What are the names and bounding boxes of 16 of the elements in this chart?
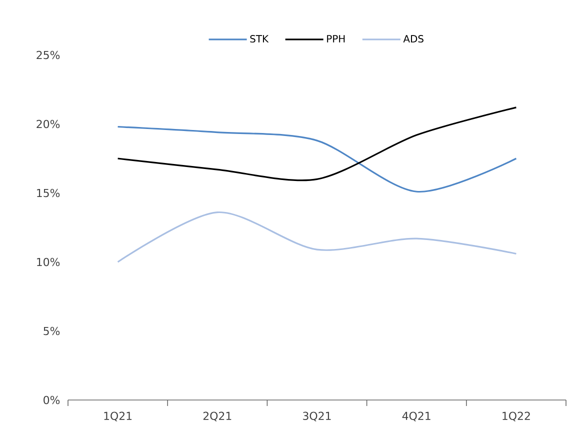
x-tick-label: 1Q22	[502, 412, 530, 422]
legend-label: STK	[250, 35, 269, 43]
x-tick-label: 4Q21	[402, 412, 430, 422]
y-tick-label: 0%	[44, 396, 60, 404]
x-tick-label: 3Q21	[303, 412, 331, 422]
y-tick-label: 25%	[36, 50, 60, 60]
y-tick-label: 10%	[37, 258, 60, 266]
legend-label: PPH	[327, 35, 345, 42]
y-tick-label: 5%	[44, 326, 60, 336]
y-tick-label: 15%	[37, 188, 60, 198]
x-tick-label: 1Q21	[104, 412, 132, 422]
line-series	[117, 212, 518, 263]
legend-label: ADS	[403, 35, 424, 43]
line-series	[117, 126, 518, 192]
y-tick-label: 20%	[36, 120, 60, 128]
x-tick-label: 2Q21	[203, 412, 232, 422]
